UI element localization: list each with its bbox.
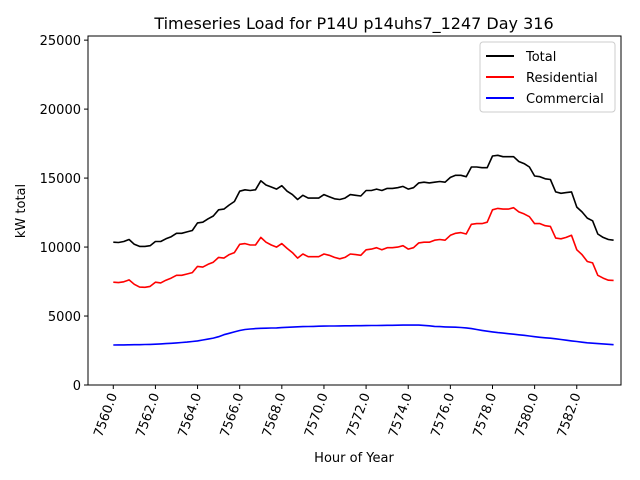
y-tick-label: 5000 bbox=[48, 310, 81, 325]
y-tick-label: 20000 bbox=[40, 103, 81, 118]
legend-label-commercial: Commercial bbox=[526, 92, 604, 107]
series-line-commercial bbox=[113, 324, 614, 346]
legend-label-residential: Residential bbox=[526, 71, 598, 86]
x-axis-label: Hour of Year bbox=[314, 451, 394, 466]
y-axis-label: kW total bbox=[14, 184, 29, 238]
y-tick-label: 10000 bbox=[40, 241, 81, 256]
plot-frame bbox=[87, 35, 622, 386]
y-tick-label: 0 bbox=[73, 379, 81, 394]
series-line-total bbox=[113, 154, 614, 248]
y-tick-label: 15000 bbox=[40, 172, 81, 187]
series-line-residential bbox=[113, 206, 614, 289]
legend: Total Residential Commercial bbox=[479, 41, 616, 113]
legend-box bbox=[479, 41, 616, 113]
series-layer bbox=[113, 154, 614, 346]
chart-title: Timeseries Load for P14U p14uhs7_1247 Da… bbox=[153, 14, 553, 34]
legend-label-total: Total bbox=[525, 50, 556, 65]
y-tick-label: 25000 bbox=[40, 34, 81, 49]
y-axis: 0 5000 10000 15000 20000 25000 bbox=[40, 34, 88, 394]
